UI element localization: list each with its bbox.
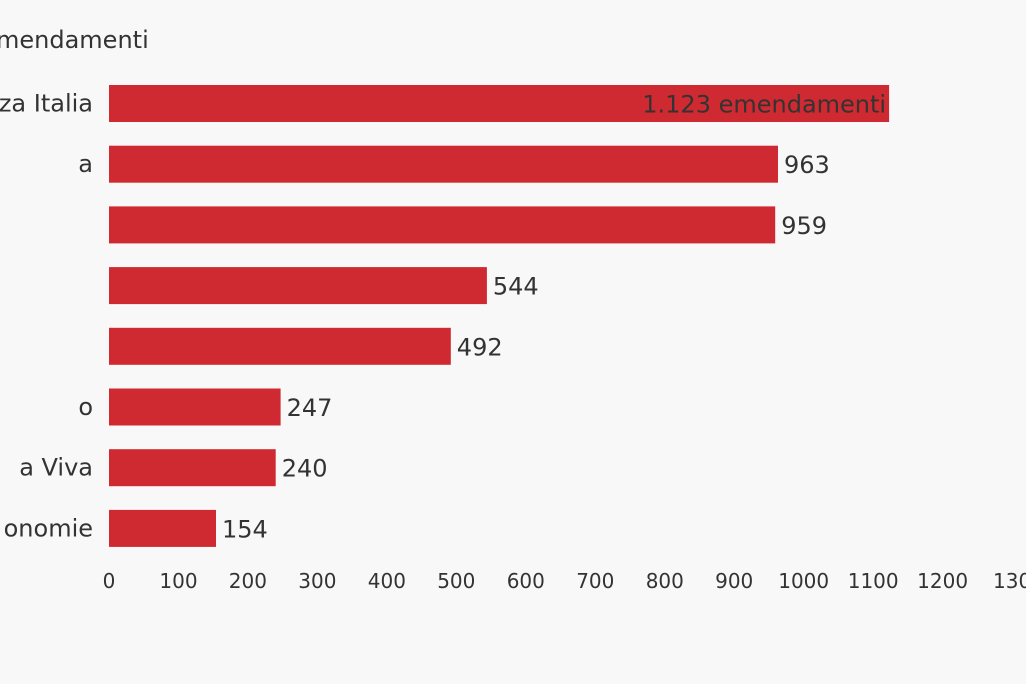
- x-tick-label: 300: [298, 569, 336, 593]
- x-tick-label: 100: [159, 569, 197, 593]
- category-labels-group: za Italia a o a Viva onomie: [0, 90, 93, 543]
- bar: [109, 449, 276, 487]
- x-tick-label: 1000: [778, 569, 829, 593]
- value-label: 247: [287, 394, 333, 422]
- x-tick-label: 0: [103, 569, 116, 593]
- x-tick-label: 130: [993, 569, 1026, 593]
- bar: [109, 145, 778, 183]
- value-label: 492: [457, 333, 503, 361]
- category-label: za Italia: [0, 90, 93, 118]
- x-tick-label: 1200: [917, 569, 968, 593]
- bar: [109, 85, 890, 122]
- x-tick-label: 700: [576, 569, 614, 593]
- bars-group: [109, 85, 890, 547]
- category-label: onomie: [4, 514, 93, 542]
- x-tick-label: 1100: [848, 569, 899, 593]
- x-tick-label: 900: [715, 569, 753, 593]
- category-label: a Viva: [19, 454, 93, 482]
- value-label: 240: [282, 455, 328, 483]
- bar: [109, 509, 216, 547]
- x-tick-label: 200: [229, 569, 267, 593]
- bar: [109, 267, 487, 305]
- bar: [109, 388, 281, 426]
- x-axis-ticks-group: 0 100 200 300 400 500 600 700 800 900 1000 1100 1200…: [103, 569, 1026, 593]
- bar: [109, 206, 776, 244]
- category-label: a: [78, 150, 93, 178]
- value-label: 1.123 emendamenti: [642, 91, 886, 119]
- x-tick-label: 600: [507, 569, 545, 593]
- chart-header-label: mendamenti: [0, 26, 149, 54]
- value-label: 154: [222, 515, 268, 543]
- x-tick-label: 400: [368, 569, 406, 593]
- value-label: 544: [493, 273, 539, 301]
- value-labels-group: 1.123 emendamenti 963 959 544 492 247 240 154: [222, 91, 886, 544]
- x-tick-label: 500: [437, 569, 475, 593]
- bar: [109, 327, 451, 365]
- value-label: 963: [784, 151, 830, 179]
- x-tick-label: 800: [646, 569, 684, 593]
- category-label: o: [78, 393, 93, 421]
- value-label: 959: [781, 212, 827, 240]
